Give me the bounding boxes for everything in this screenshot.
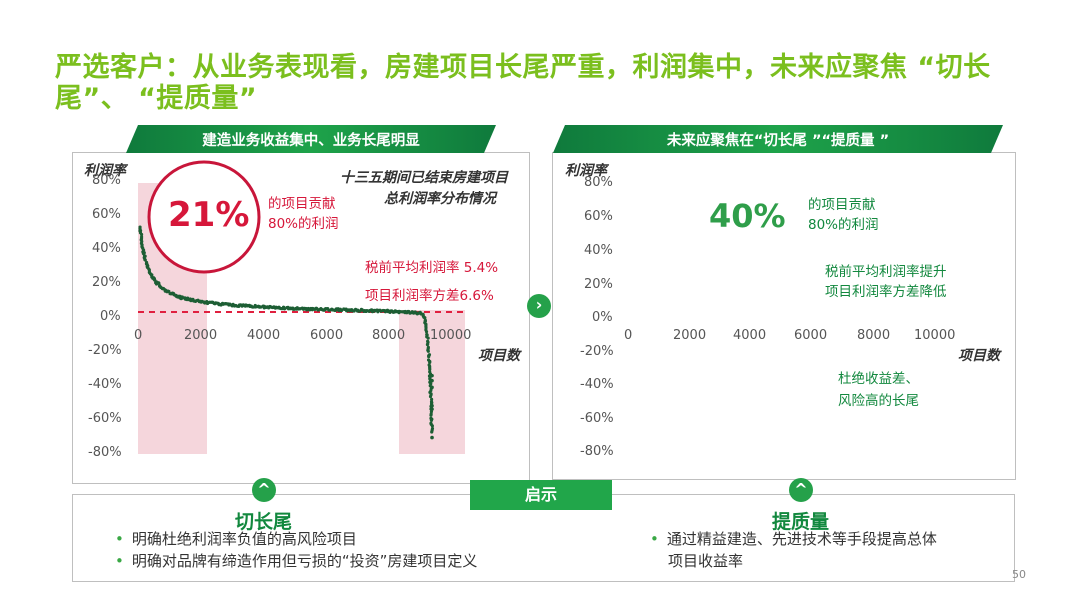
left-y-tick: 20% (92, 275, 121, 290)
right-stat-2: 项目利润率方差降低 (825, 280, 947, 300)
right-circle-note-1: 的项目贡献 (808, 193, 876, 213)
left-x-tick: 6000 (310, 328, 343, 343)
scatter-point (426, 343, 429, 346)
left-x-tick: 10000 (430, 328, 471, 343)
scatter-point (430, 436, 434, 440)
scatter-point (430, 407, 434, 411)
right-bullet-1-cont: 项目收益率 (668, 550, 743, 571)
left-bullet-1: • 明确杜绝利润率负值的高风险项目 (115, 528, 357, 549)
right-x-tick: 6000 (794, 328, 827, 343)
right-tail-note-2: 风险高的长尾 (838, 389, 919, 409)
left-x-tick: 4000 (247, 328, 280, 343)
left-y-tick: 0% (100, 309, 121, 324)
right-stat-1: 税前平均利润率提升 (825, 260, 947, 280)
left-y-tick: -60% (88, 411, 122, 426)
left-y-tick: -40% (88, 377, 122, 392)
bullet-icon: • (115, 552, 124, 570)
scatter-point (430, 379, 434, 383)
scatter-point (430, 386, 434, 390)
left-bullet-2: • 明确对品牌有缔造作用但亏损的“投资”房建项目定义 (115, 550, 477, 571)
scatter-point (429, 395, 432, 398)
left-y-tick: 40% (92, 241, 121, 256)
left-stat-2: 项目利润率方差6.6% (365, 284, 494, 304)
scatter-point (430, 419, 433, 422)
right-y-tick: 80% (584, 175, 613, 190)
right-bullet-1: • 通过精益建造、先进技术等手段提高总体 (650, 528, 937, 549)
right-y-tick: 60% (584, 209, 613, 224)
right-circle-note-2: 80%的利润 (808, 213, 879, 233)
left-circle-value: 21% (168, 195, 249, 235)
right-x-tick: 2000 (673, 328, 706, 343)
scatter-point (425, 330, 428, 333)
left-x-tick: 8000 (372, 328, 405, 343)
left-y-tick: -20% (88, 343, 122, 358)
right-banner: 未来应聚焦在“切长尾 ”“提质量 ” (553, 125, 1003, 153)
chevron-up-icon: ^ (252, 478, 276, 502)
right-x-tick: 0 (624, 328, 632, 343)
right-y-tick: 0% (592, 310, 613, 325)
left-stat-1: 税前平均利润率 5.4% (365, 256, 498, 276)
scatter-point (427, 355, 430, 358)
right-y-tick: -40% (580, 377, 614, 392)
right-y-tick: 40% (584, 243, 613, 258)
left-circle-note-1: 的项目贡献 (268, 192, 336, 212)
bullet-icon: • (650, 530, 659, 548)
right-y-tick: -60% (580, 411, 614, 426)
right-x-axis-title: 项目数 (958, 345, 1000, 365)
left-y-tick: 80% (92, 173, 121, 188)
scatter-point (428, 361, 431, 364)
left-x-tick: 0 (134, 328, 142, 343)
right-tail-note-1: 杜绝收益差、 (838, 367, 919, 387)
right-x-tick: 4000 (733, 328, 766, 343)
chevron-up-icon: ^ (789, 478, 813, 502)
next-arrow-button[interactable]: › (527, 294, 551, 318)
insight-label: 启示 (470, 480, 612, 510)
page-number: 50 (1012, 568, 1026, 581)
left-x-tick: 2000 (184, 328, 217, 343)
left-circle-note-2: 80%的利润 (268, 212, 339, 232)
right-y-tick: 20% (584, 277, 613, 292)
bullet-icon: • (115, 530, 124, 548)
scatter-point (430, 404, 434, 408)
scatter-point (430, 430, 433, 433)
scatter-point (429, 414, 432, 417)
right-x-tick: 10000 (914, 328, 955, 343)
left-y-tick: 60% (92, 207, 121, 222)
scatter-point (427, 350, 430, 353)
right-x-tick: 8000 (857, 328, 890, 343)
right-circle-value: 40% (709, 197, 786, 235)
right-y-tick: -20% (580, 344, 614, 359)
left-y-tick: -80% (88, 445, 122, 460)
right-y-tick: -80% (580, 444, 614, 459)
scatter-point (430, 374, 434, 378)
